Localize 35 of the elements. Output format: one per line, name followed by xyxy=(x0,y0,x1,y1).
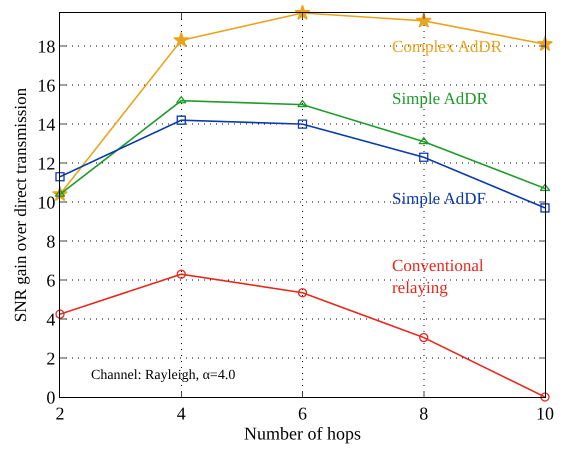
point xyxy=(173,32,190,48)
series-label: Simple AdDF xyxy=(392,189,486,208)
y-tick-label: 14 xyxy=(37,114,56,134)
point xyxy=(298,119,308,129)
annotation: Channel: Rayleigh, α=4.0 xyxy=(91,368,236,383)
y-axis-title: SNR gain over direct transmission xyxy=(10,87,30,322)
y-tick-label: 16 xyxy=(37,75,56,96)
y-tick-label: 12 xyxy=(37,153,56,174)
x-axis-title: Number of hops xyxy=(244,424,361,444)
series-label: Complex AdDR xyxy=(392,37,503,56)
x-tick-label: 8 xyxy=(419,404,428,424)
point xyxy=(540,184,550,192)
x-tick-label: 4 xyxy=(176,404,186,424)
point xyxy=(298,288,308,298)
y-tick-label: 18 xyxy=(37,36,56,56)
series-label: Conventional relaying xyxy=(392,256,484,298)
point xyxy=(540,392,550,402)
point xyxy=(540,203,550,213)
point xyxy=(419,152,428,162)
series-label: Simple AdDR xyxy=(392,89,489,108)
y-tick-label: 0 xyxy=(46,387,56,408)
y-tick-label: 8 xyxy=(46,231,56,252)
point xyxy=(176,116,186,125)
point xyxy=(55,310,65,319)
point xyxy=(416,12,432,28)
y-tick-label: 6 xyxy=(46,270,56,290)
y-tick-label: 4 xyxy=(46,309,56,330)
x-tick-label: 6 xyxy=(298,404,307,424)
point xyxy=(419,332,428,342)
x-tick-label: 10 xyxy=(536,404,554,424)
point xyxy=(176,270,186,279)
y-tick-label: 2 xyxy=(46,348,56,368)
point xyxy=(55,172,65,182)
y-tick-label: 10 xyxy=(37,192,56,212)
point xyxy=(297,100,308,108)
